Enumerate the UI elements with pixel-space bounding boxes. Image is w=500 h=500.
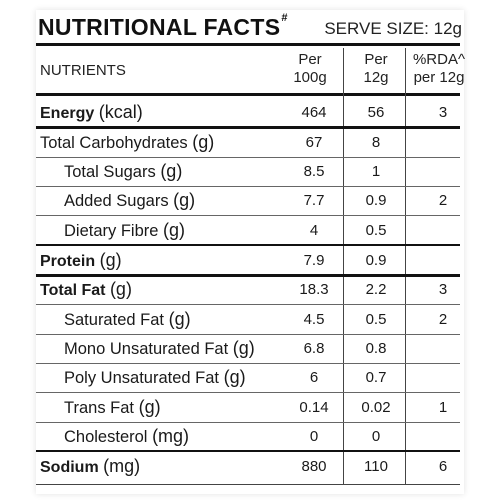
row-divider — [36, 157, 460, 158]
table-row: Dietary Fibre (g) 4 0.5 — [36, 216, 460, 245]
per100-value: 67 — [305, 134, 323, 151]
per12-value: 0.9 — [365, 252, 387, 269]
table-row: Poly Unsaturated Fat (g) 6 0.7 — [36, 363, 460, 392]
table-row: Trans Fat (g) 0.14 0.02 1 — [36, 393, 460, 422]
nutrient-name: Total Fat (g) — [40, 279, 132, 299]
table-row: Energy (kcal) 464 56 3 — [36, 98, 460, 127]
nutrient-name: Total Carbohydrates (g) — [40, 132, 215, 152]
per100-value: 4.5 — [303, 311, 325, 328]
column-divider-1 — [343, 48, 344, 484]
per12-value: 0.7 — [365, 369, 387, 386]
rda-value: 1 — [438, 399, 448, 416]
per12-value: 0.5 — [365, 222, 387, 239]
nutrient-unit: (g) — [160, 161, 183, 181]
title-footnote-mark: # — [281, 12, 288, 24]
nutrient-unit: (g) — [163, 220, 186, 240]
nutrient-name: Energy (kcal) — [40, 102, 143, 122]
bottom-rule — [36, 484, 460, 485]
nutrient-unit: (g) — [223, 367, 246, 387]
nutrient-name: Saturated Fat (g) — [64, 309, 191, 329]
nutrient-name: Trans Fat (g) — [64, 397, 161, 417]
table-row: Added Sugars (g) 7.7 0.9 2 — [36, 186, 460, 215]
rda-value: 2 — [438, 192, 448, 209]
per12-value: 0.8 — [365, 340, 387, 357]
row-divider — [36, 126, 460, 129]
nutrient-name: Cholesterol (mg) — [64, 426, 190, 446]
row-divider — [36, 215, 460, 216]
table-row: Protein (g) 7.9 0.9 — [36, 246, 460, 275]
row-divider — [36, 363, 460, 364]
table-row: Total Carbohydrates (g) 67 8 — [36, 128, 460, 157]
per100-value: 8.5 — [303, 163, 325, 180]
row-divider — [36, 450, 460, 452]
nutrient-unit: (g) — [232, 338, 255, 358]
per12-header: Per 12g — [363, 51, 389, 86]
table-row: Total Fat (g) 18.3 2.2 3 — [36, 275, 460, 304]
rda-value: 3 — [438, 104, 448, 121]
per100-value: 18.3 — [299, 281, 329, 298]
table-row: Sodium (mg) 880 110 6 — [36, 452, 460, 481]
nutrient-unit: (g) — [168, 309, 191, 329]
row-divider — [36, 274, 460, 277]
per12-value: 8 — [371, 134, 381, 151]
title-rule — [36, 43, 460, 46]
serve-size: SERVE SIZE: 12g — [324, 19, 462, 38]
row-divider — [36, 186, 460, 187]
nutrient-name: Sodium (mg) — [40, 456, 141, 476]
nutrient-unit: (kcal) — [98, 102, 143, 122]
per100-value: 0.14 — [299, 399, 329, 416]
per12-value: 0 — [371, 428, 381, 445]
row-divider — [36, 392, 460, 393]
header-rule — [36, 93, 460, 96]
nutrient-name: Total Sugars (g) — [64, 161, 183, 181]
table-row: Saturated Fat (g) 4.5 0.5 2 — [36, 305, 460, 334]
rda-value: 3 — [438, 281, 448, 298]
nutrient-name: Mono Unsaturated Fat (g) — [64, 338, 255, 358]
per12-value: 2.2 — [365, 281, 387, 298]
per12-value: 110 — [364, 458, 388, 475]
row-divider — [36, 422, 460, 423]
nutrients-header: NUTRIENTS — [40, 62, 126, 79]
nutrient-unit: (g) — [99, 250, 122, 270]
nutrient-unit: (g) — [138, 397, 161, 417]
nutrient-name: Poly Unsaturated Fat (g) — [64, 367, 246, 387]
per100-header: Per 100g — [293, 51, 327, 86]
rda-header: %RDA^ per 12g — [412, 51, 466, 86]
per100-value: 880 — [301, 458, 327, 475]
nutrient-unit: (g) — [192, 132, 215, 152]
panel-title: NUTRITIONAL FACTS# — [38, 12, 288, 40]
rda-value: 2 — [438, 311, 448, 328]
per12-value: 0.5 — [365, 311, 387, 328]
per12-value: 1 — [371, 163, 381, 180]
nutrient-name: Dietary Fibre (g) — [64, 220, 186, 240]
nutrient-unit: (g) — [109, 279, 132, 299]
per100-value: 464 — [301, 104, 327, 121]
per100-value: 4 — [309, 222, 319, 239]
nutrition-panel — [36, 10, 464, 494]
nutrient-name: Protein (g) — [40, 250, 122, 270]
per100-value: 6.8 — [303, 340, 325, 357]
per100-value: 6 — [309, 369, 319, 386]
table-row: Total Sugars (g) 8.5 1 — [36, 157, 460, 186]
rda-value: 6 — [438, 458, 448, 475]
nutrient-unit: (mg) — [103, 456, 141, 476]
per100-value: 0 — [309, 428, 319, 445]
per12-value: 56 — [367, 104, 385, 121]
row-divider — [36, 334, 460, 335]
per12-value: 0.9 — [365, 192, 387, 209]
row-divider — [36, 304, 460, 305]
table-row: Cholesterol (mg) 0 0 — [36, 422, 460, 451]
per100-value: 7.7 — [303, 192, 325, 209]
column-divider-2 — [405, 48, 406, 484]
row-divider — [36, 244, 460, 246]
per100-value: 7.9 — [303, 252, 325, 269]
table-row: Mono Unsaturated Fat (g) 6.8 0.8 — [36, 334, 460, 363]
per12-value: 0.02 — [361, 399, 391, 416]
nutrient-name: Added Sugars (g) — [64, 190, 196, 210]
nutrient-unit: (mg) — [152, 426, 190, 446]
nutrient-unit: (g) — [173, 190, 196, 210]
